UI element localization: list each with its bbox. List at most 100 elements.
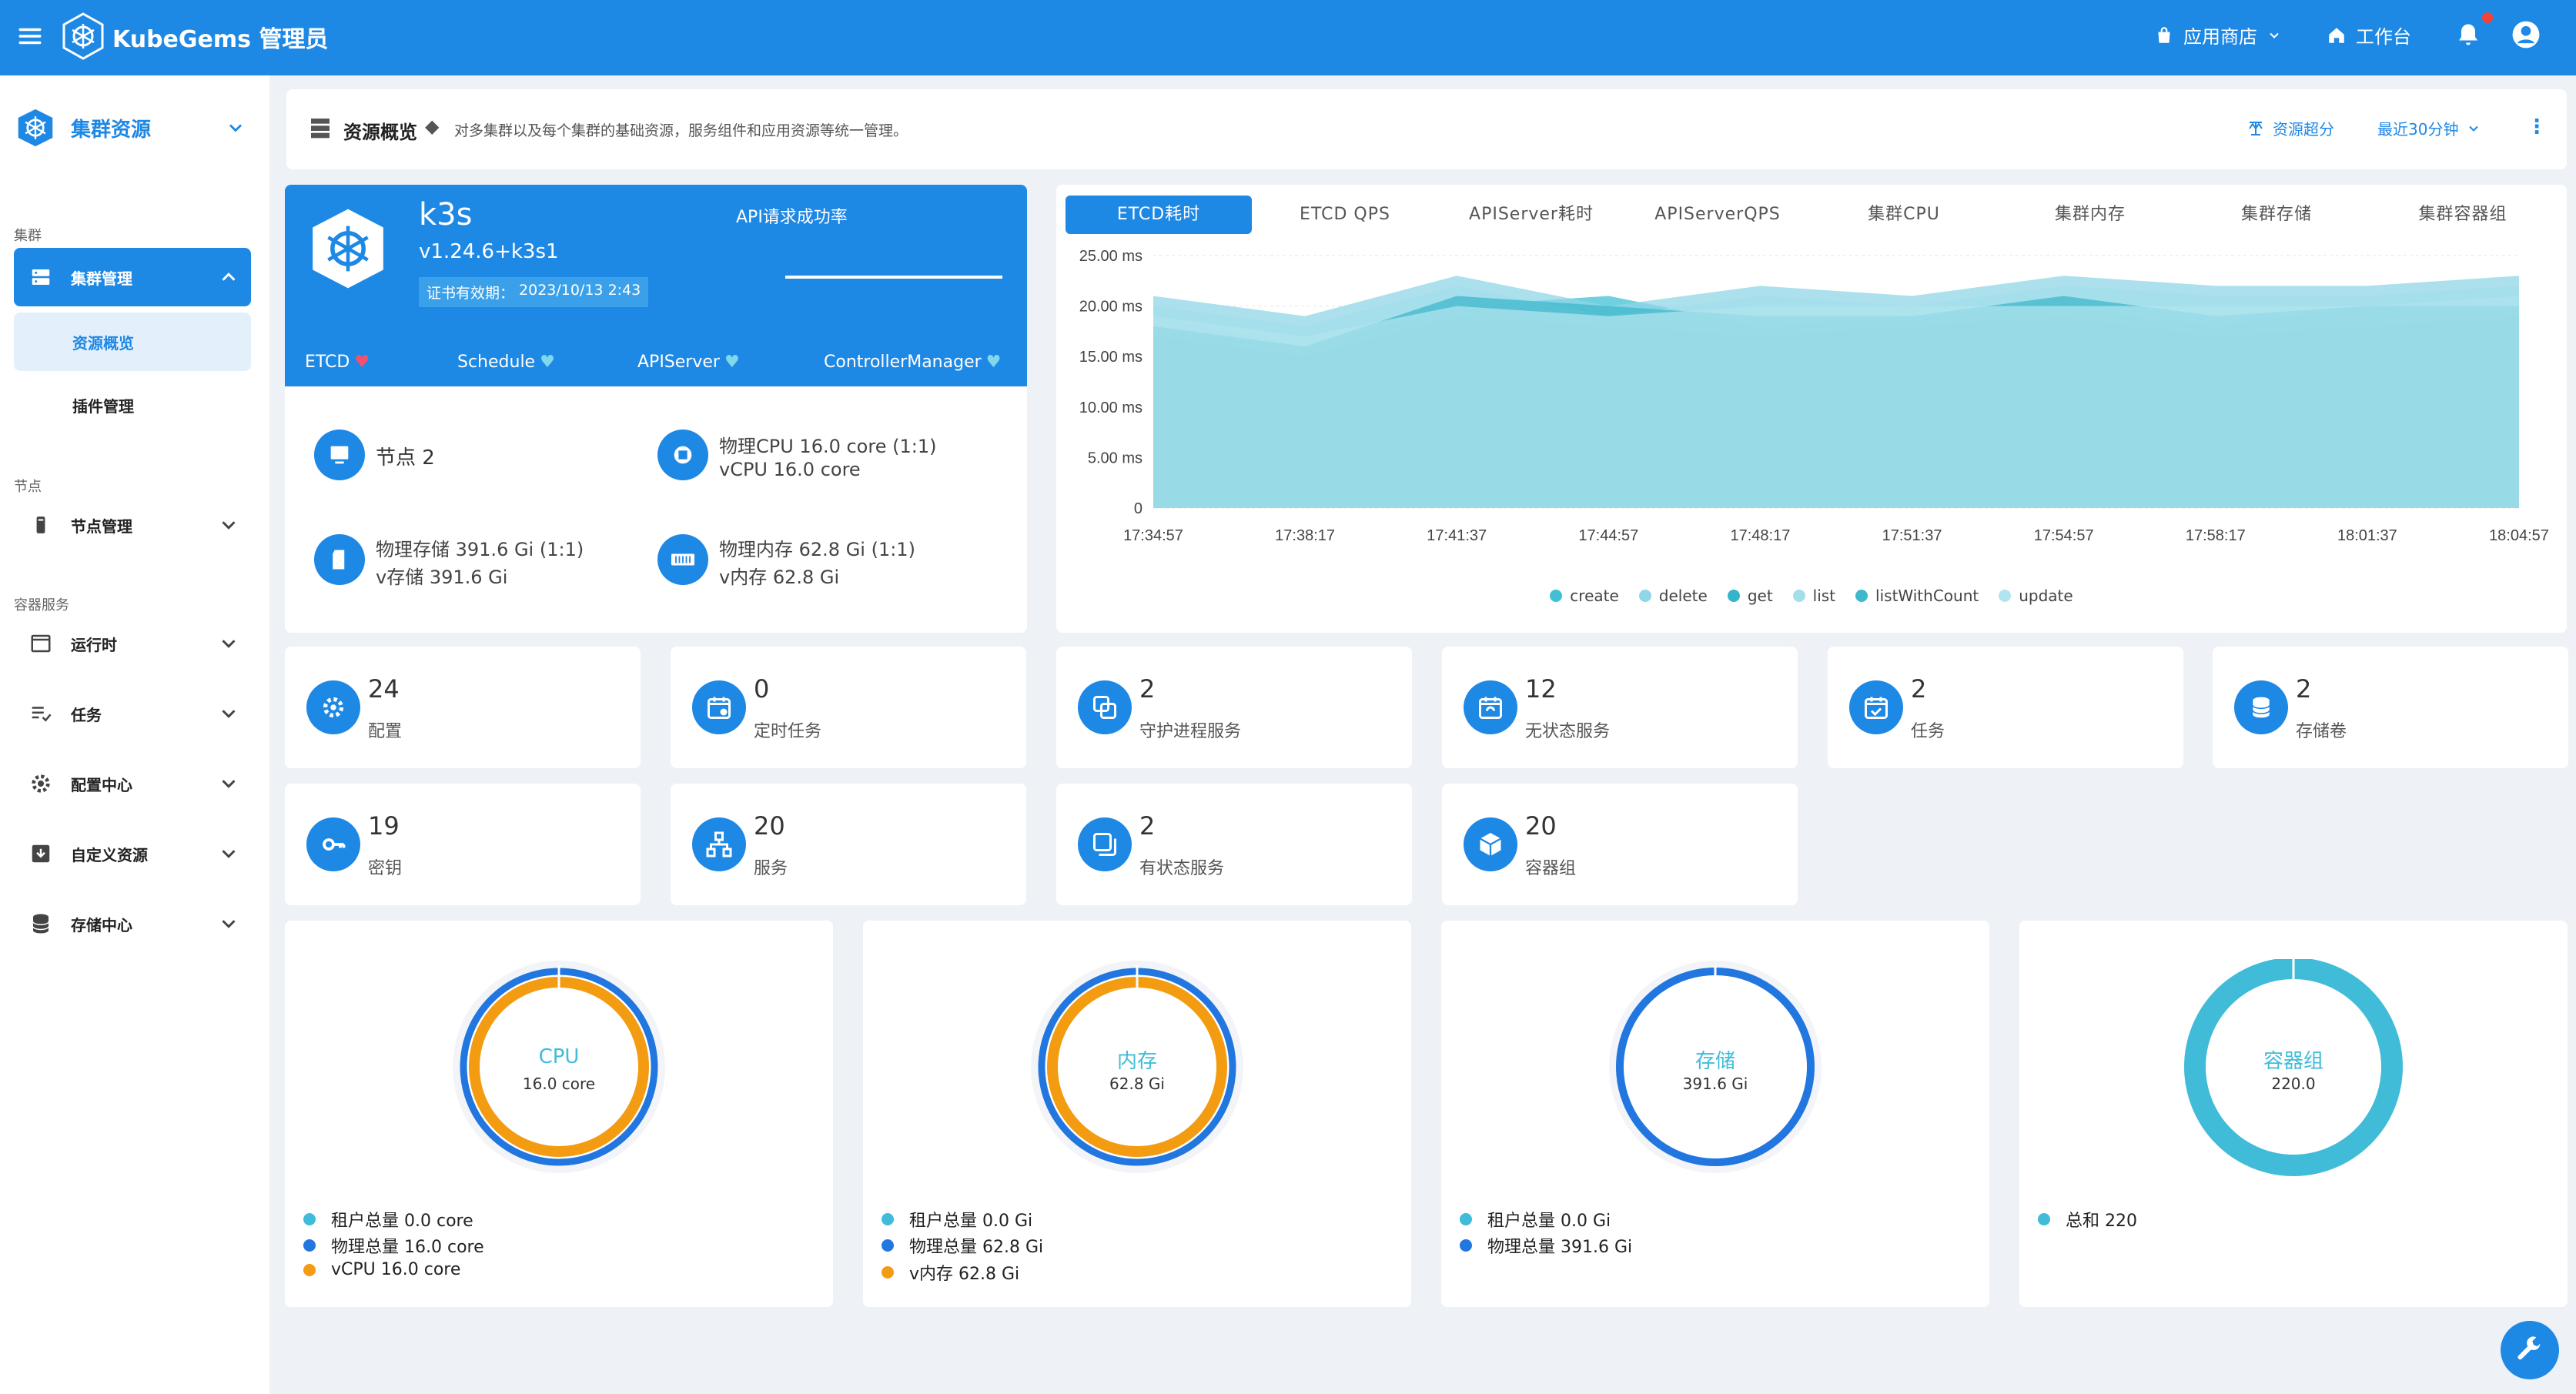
cert-expiry-date: 2023/10/13 2:43 [519, 282, 641, 299]
sidebar-item-task[interactable]: 任务 [14, 684, 251, 743]
legend-label: 租户总量 0.0 Gi [1487, 1212, 1611, 1231]
sidebar-item-resource-overview[interactable]: 资源概览 [14, 313, 251, 371]
chevron-down-icon [2270, 32, 2279, 38]
sidebar-item-plugin-management[interactable]: 插件管理 [72, 396, 134, 416]
sidebar-item-custom-resource[interactable]: 自定义资源 [14, 824, 251, 883]
legend-dot [1460, 1239, 1472, 1252]
menu-icon[interactable] [17, 23, 43, 49]
notification-dot [2482, 12, 2493, 23]
tab-cluster-cpu[interactable]: 集群CPU [1868, 205, 1940, 224]
tab-cluster-memory[interactable]: 集群内存 [2054, 205, 2126, 224]
x-tick-label: 17:44:57 [1578, 527, 1638, 544]
legend-label: 租户总量 0.0 core [331, 1212, 473, 1231]
sidebar-item-storage-center[interactable]: 存储中心 [14, 894, 251, 953]
legend-dot [1792, 590, 1805, 602]
stat-card-cronjob[interactable]: 0 定时任务 [671, 647, 1026, 768]
tab-apiserver-qps[interactable]: APIServerQPS [1654, 205, 1781, 224]
metric-tabs: ETCD耗时 ETCD QPS APIServer耗时 APIServerQPS… [1066, 196, 2559, 234]
stat-value: 2 [2296, 674, 2312, 704]
stat-card-job[interactable]: 2 任务 [1828, 647, 2183, 768]
tab-etcd-qps[interactable]: ETCD QPS [1300, 205, 1390, 224]
kubegems-logo-icon [62, 12, 104, 60]
component-label: Schedule [457, 353, 536, 372]
y-tick-label: 10.00 ms [1079, 399, 1142, 416]
chevron-down-icon [222, 710, 236, 718]
legend-dot [882, 1213, 894, 1225]
stat-card-service[interactable]: 20 服务 [671, 784, 1026, 905]
user-avatar-icon[interactable] [2511, 20, 2541, 49]
y-tick-label: 0 [1134, 500, 1142, 517]
legend-label: update [2019, 587, 2073, 605]
component-label: APIServer [637, 353, 720, 372]
sidebar-item-node-management[interactable]: 节点管理 [14, 496, 251, 554]
page-title: 资源概览 [343, 122, 417, 143]
key-icon [306, 817, 360, 871]
gear-icon [306, 680, 360, 734]
tab-cluster-pods[interactable]: 集群容器组 [2418, 205, 2507, 224]
node-count: 节点 2 [376, 446, 435, 470]
shopping-bag-icon [2158, 26, 2170, 43]
top-bar: KubeGems 管理员 应用商店 工作台 [0, 0, 2576, 75]
stat-label: 无状态服务 [1525, 722, 1611, 741]
calendar-sync-icon [1464, 680, 1517, 734]
tab-cluster-storage[interactable]: 集群存储 [2240, 205, 2312, 224]
app-store-menu[interactable]: 应用商店 [2154, 22, 2282, 48]
api-success-rate-line [785, 276, 1002, 279]
checklist-icon [28, 700, 54, 727]
tab-apiserver-latency[interactable]: APIServer耗时 [1469, 205, 1594, 224]
phone-icon [28, 512, 54, 538]
cert-expiry-badge: 证书有效期： 2023/10/13 2:43 [419, 277, 649, 307]
memory-ring-chart [1031, 961, 1243, 1173]
legend-dot [1727, 590, 1740, 602]
sidebar-item-runtime[interactable]: 运行时 [14, 614, 251, 673]
workbench-link[interactable]: 工作台 [2327, 22, 2411, 48]
legend-label: v内存 62.8 Gi [909, 1265, 1020, 1284]
legend-item-create[interactable]: create [1550, 587, 1619, 605]
legend-item-delete[interactable]: delete [1638, 587, 1708, 605]
component-label: ControllerManager [824, 353, 982, 372]
kubernetes-icon [18, 109, 53, 147]
oversell-label: 资源超分 [2273, 120, 2334, 139]
stat-card-secret[interactable]: 19 密钥 [285, 784, 641, 905]
stat-value: 2 [1139, 811, 1156, 841]
tools-button[interactable] [2501, 1321, 2559, 1379]
vmemory: v内存 62.8 Gi [719, 567, 840, 588]
chevron-down-icon [222, 521, 236, 530]
sidebar-item-cluster-management[interactable]: 集群管理 [14, 248, 251, 306]
stat-label: 存储卷 [2296, 722, 2347, 741]
server-icon [311, 119, 330, 139]
stat-card-statefulset[interactable]: 2 有状态服务 [1056, 784, 1412, 905]
stat-card-pod[interactable]: 20 容器组 [1442, 784, 1798, 905]
section-label-container-service: 容器服务 [14, 597, 69, 613]
cert-expiry-label: 证书有效期： [427, 285, 515, 302]
more-options-icon[interactable]: ⋮ [2527, 115, 2547, 139]
bell-icon[interactable] [2454, 20, 2482, 49]
legend-dot [1550, 590, 1563, 602]
stat-card-config[interactable]: 24 配置 [285, 647, 641, 768]
legend-dot [2038, 1213, 2050, 1225]
legend-item-update[interactable]: update [1999, 587, 2073, 605]
cluster-name: k3s [419, 197, 473, 232]
legend-item-get[interactable]: get [1727, 587, 1773, 605]
scale-icon [2249, 121, 2263, 135]
heart-icon: ♥ [354, 353, 370, 372]
component-etcd: ETCD ♥ [305, 353, 370, 372]
tab-etcd-latency[interactable]: ETCD耗时 [1066, 196, 1252, 234]
legend-label: listWithCount [1875, 587, 1979, 605]
sidebar-item-label: 运行时 [71, 635, 117, 654]
x-tick-label: 17:58:17 [2186, 527, 2246, 544]
sidebar-item-config-center[interactable]: 配置中心 [14, 754, 251, 813]
stat-card-daemonset[interactable]: 2 守护进程服务 [1056, 647, 1412, 768]
legend-item-listWithCount[interactable]: listWithCount [1855, 587, 1979, 605]
time-range-select[interactable]: 最近30分钟 [2377, 117, 2481, 139]
legend-item: 物理总量 62.8 Gi [882, 1233, 1043, 1258]
legend-item-list[interactable]: list [1792, 587, 1835, 605]
stat-card-volume[interactable]: 2 存储卷 [2213, 647, 2568, 768]
resource-oversell-button[interactable]: 资源超分 [2246, 117, 2334, 139]
cluster-resource-selector[interactable]: 集群资源 [15, 106, 246, 149]
component-label: ETCD [305, 353, 350, 372]
ring-title: 存储 [1694, 1050, 1735, 1073]
stat-value: 2 [1911, 674, 1927, 704]
stat-card-deployment[interactable]: 12 无状态服务 [1442, 647, 1798, 768]
sidebar-item-label: 配置中心 [71, 775, 132, 794]
